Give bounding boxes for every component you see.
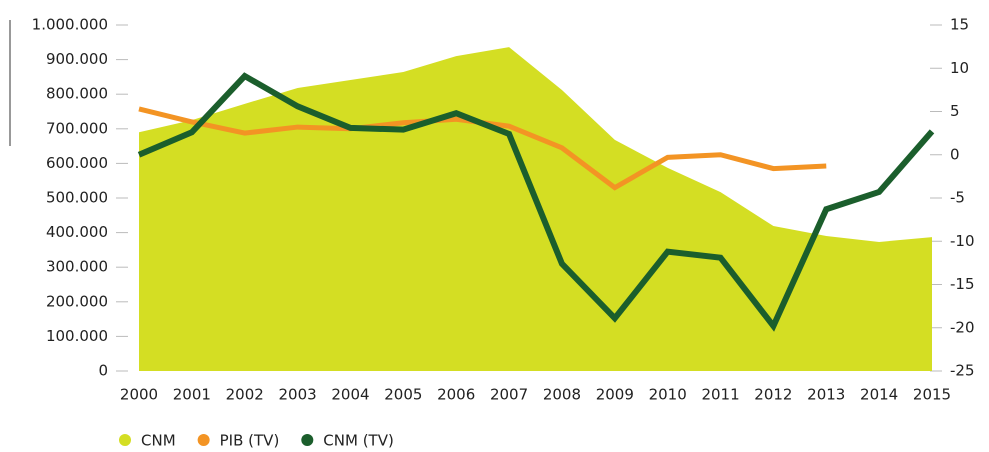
y-tick-label: 200.000 <box>46 292 108 310</box>
y2-tick-label: -20 <box>950 318 975 336</box>
x-tick-label: 2013 <box>807 386 845 404</box>
x-tick-label: 2010 <box>649 386 687 404</box>
x-tick-label: 2003 <box>279 386 317 404</box>
x-tick-label: 2014 <box>860 386 898 404</box>
y2-tick-label: -10 <box>950 232 975 250</box>
x-tick-label: 2005 <box>384 386 422 404</box>
legend-label: CNM (TV) <box>323 432 394 450</box>
y-tick-label: 700.000 <box>46 119 108 137</box>
x-tick-label: 2012 <box>754 386 792 404</box>
y2-tick-label: 5 <box>950 102 960 120</box>
y-tick-label: 1.000.000 <box>32 16 108 34</box>
x-tick-label: 2000 <box>120 386 158 404</box>
legend-swatch <box>301 434 314 446</box>
x-tick-label: 2008 <box>543 386 581 404</box>
y-tick-label: 300.000 <box>46 258 108 276</box>
legend-swatch <box>119 434 131 446</box>
y-tick-label: 800.000 <box>46 85 108 103</box>
y2-tick-label: 0 <box>950 145 960 163</box>
x-tick-label: 2001 <box>173 386 211 404</box>
x-tick-label: 2004 <box>331 386 369 404</box>
y2-tick-label: -5 <box>950 189 965 207</box>
y2-tick-label: 15 <box>950 16 969 34</box>
x-tick-label: 2002 <box>226 386 264 404</box>
x-tick-label: 2015 <box>913 386 951 404</box>
y2-tick-label: -25 <box>950 362 975 380</box>
x-tick-label: 2006 <box>437 386 475 404</box>
y-tick-label: 900.000 <box>46 50 108 68</box>
x-tick-label: 2007 <box>490 386 528 404</box>
y-tick-label: 100.000 <box>46 327 108 345</box>
legend-label: PIB (TV) <box>220 432 280 450</box>
y-tick-label: 400.000 <box>46 223 108 241</box>
y2-tick-label: 10 <box>950 59 969 77</box>
y2-tick-label: -15 <box>950 275 975 293</box>
legend-swatch <box>197 434 210 446</box>
line <box>137 72 935 332</box>
area <box>139 47 932 371</box>
x-tick-label: 2009 <box>596 386 634 404</box>
x-tick-label: 2011 <box>701 386 739 404</box>
y-tick-label: 600.000 <box>46 154 108 172</box>
y-tick-label: 0 <box>98 362 108 380</box>
y-tick-label: 500.000 <box>46 189 108 207</box>
legend-label: CNM <box>141 432 176 450</box>
